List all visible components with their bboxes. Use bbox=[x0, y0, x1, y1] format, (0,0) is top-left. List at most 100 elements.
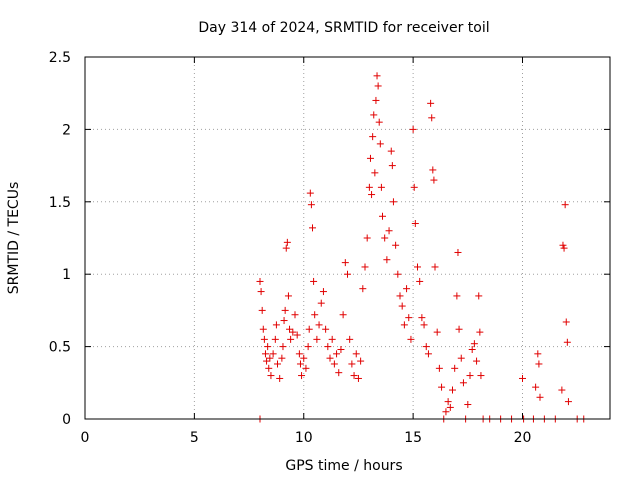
y-tick-labels: 0 0.5 1 1.5 2 2.5 bbox=[49, 50, 71, 428]
data-point-marker bbox=[476, 328, 484, 336]
y-tick-label: 0.5 bbox=[49, 340, 71, 356]
data-point-marker bbox=[333, 350, 341, 358]
data-point-marker bbox=[368, 191, 376, 199]
data-point-marker bbox=[411, 220, 419, 228]
data-point-marker bbox=[315, 321, 323, 329]
data-point-marker bbox=[304, 343, 312, 351]
data-point-marker bbox=[372, 96, 380, 104]
data-point-marker bbox=[563, 338, 571, 346]
data-point-marker bbox=[265, 364, 273, 372]
data-point-marker bbox=[409, 125, 417, 133]
x-tick-label: 10 bbox=[295, 430, 313, 446]
data-point-marker bbox=[341, 259, 349, 267]
data-point-marker bbox=[559, 241, 567, 249]
data-point-marker bbox=[383, 256, 391, 264]
data-point-marker bbox=[449, 386, 456, 394]
data-point-marker bbox=[291, 311, 299, 319]
data-point-marker bbox=[459, 379, 467, 387]
data-point-marker bbox=[282, 244, 290, 252]
data-point-marker bbox=[466, 372, 474, 380]
data-point-marker bbox=[317, 299, 325, 307]
data-point-marker bbox=[310, 277, 318, 285]
data-point-marker bbox=[286, 325, 294, 333]
x-tick-label: 15 bbox=[404, 430, 422, 446]
data-point-marker bbox=[400, 321, 408, 329]
data-point-marker bbox=[261, 350, 269, 358]
data-point-marker bbox=[453, 292, 461, 300]
y-tick-label: 1.5 bbox=[49, 195, 71, 211]
data-point-marker bbox=[339, 311, 347, 319]
data-point-marker bbox=[536, 393, 544, 401]
data-point-marker bbox=[396, 292, 404, 300]
data-point-marker bbox=[477, 372, 485, 380]
x-tick-label: 20 bbox=[514, 430, 532, 446]
data-point-marker bbox=[422, 343, 430, 351]
data-point-marker bbox=[346, 335, 354, 343]
data-point-marker bbox=[259, 325, 267, 333]
data-point-marker bbox=[361, 263, 369, 271]
data-point-marker bbox=[335, 369, 343, 377]
data-point-marker bbox=[430, 176, 438, 184]
data-point-marker bbox=[330, 360, 338, 368]
y-tick-label: 2 bbox=[62, 122, 71, 138]
data-point-marker bbox=[385, 227, 393, 235]
data-point-marker bbox=[298, 372, 306, 380]
data-point-marker bbox=[365, 183, 373, 191]
data-point-marker bbox=[328, 335, 336, 343]
data-point-marker bbox=[278, 354, 286, 362]
axis-ticks bbox=[84, 56, 610, 420]
data-point-marker bbox=[263, 357, 271, 365]
data-point-marker bbox=[424, 350, 432, 358]
data-point-marker bbox=[309, 224, 316, 232]
data-point-marker bbox=[296, 360, 304, 368]
data-point-marker bbox=[371, 169, 379, 177]
data-point-marker bbox=[381, 234, 389, 242]
data-point-marker bbox=[405, 314, 413, 322]
y-tick-label: 0 bbox=[62, 412, 71, 428]
plot-frame bbox=[84, 56, 611, 420]
data-point-marker bbox=[560, 244, 568, 252]
data-point-marker bbox=[256, 277, 264, 285]
data-point-marker bbox=[438, 383, 446, 391]
data-point-marker bbox=[348, 360, 356, 368]
data-point-marker bbox=[369, 133, 377, 141]
data-point-marker bbox=[431, 263, 439, 271]
gridlines bbox=[85, 57, 610, 419]
data-point-marker bbox=[326, 354, 334, 362]
data-point-marker bbox=[535, 360, 543, 368]
data-point-marker bbox=[534, 350, 542, 358]
data-point-marker bbox=[257, 288, 265, 296]
data-point-marker bbox=[281, 306, 289, 314]
data-point-marker bbox=[403, 285, 411, 293]
data-point-marker bbox=[427, 99, 435, 107]
data-point-marker bbox=[375, 118, 383, 126]
data-point-marker bbox=[470, 340, 478, 348]
data-point-marker bbox=[287, 335, 295, 343]
data-point-marker bbox=[428, 114, 436, 122]
data-point-marker bbox=[344, 270, 351, 278]
data-point-marker bbox=[319, 288, 327, 296]
chart-title: Day 314 of 2024, SRMTID for receiver toi… bbox=[198, 20, 489, 36]
y-tick-label: 2.5 bbox=[49, 50, 71, 66]
data-point-marker bbox=[416, 277, 424, 285]
data-point-marker bbox=[295, 350, 303, 358]
data-point-marker bbox=[370, 111, 378, 119]
data-point-marker bbox=[446, 403, 454, 411]
data-point-marker bbox=[442, 408, 450, 416]
data-point-marker bbox=[283, 238, 291, 246]
data-point-marker bbox=[455, 325, 463, 333]
data-point-marker bbox=[373, 72, 381, 80]
data-point-marker bbox=[389, 198, 397, 206]
data-point-marker bbox=[274, 360, 281, 368]
data-point-marker bbox=[532, 383, 540, 391]
data-point-marker bbox=[418, 314, 426, 322]
data-point-marker bbox=[387, 147, 395, 155]
data-point-marker bbox=[433, 328, 441, 336]
y-axis-label: SRMTID / TECUs bbox=[6, 182, 22, 295]
data-point-marker bbox=[352, 350, 360, 358]
data-point-marker bbox=[444, 398, 452, 406]
data-point-marker bbox=[354, 374, 362, 382]
data-point-marker bbox=[307, 201, 315, 209]
data-point-marker bbox=[324, 343, 332, 351]
